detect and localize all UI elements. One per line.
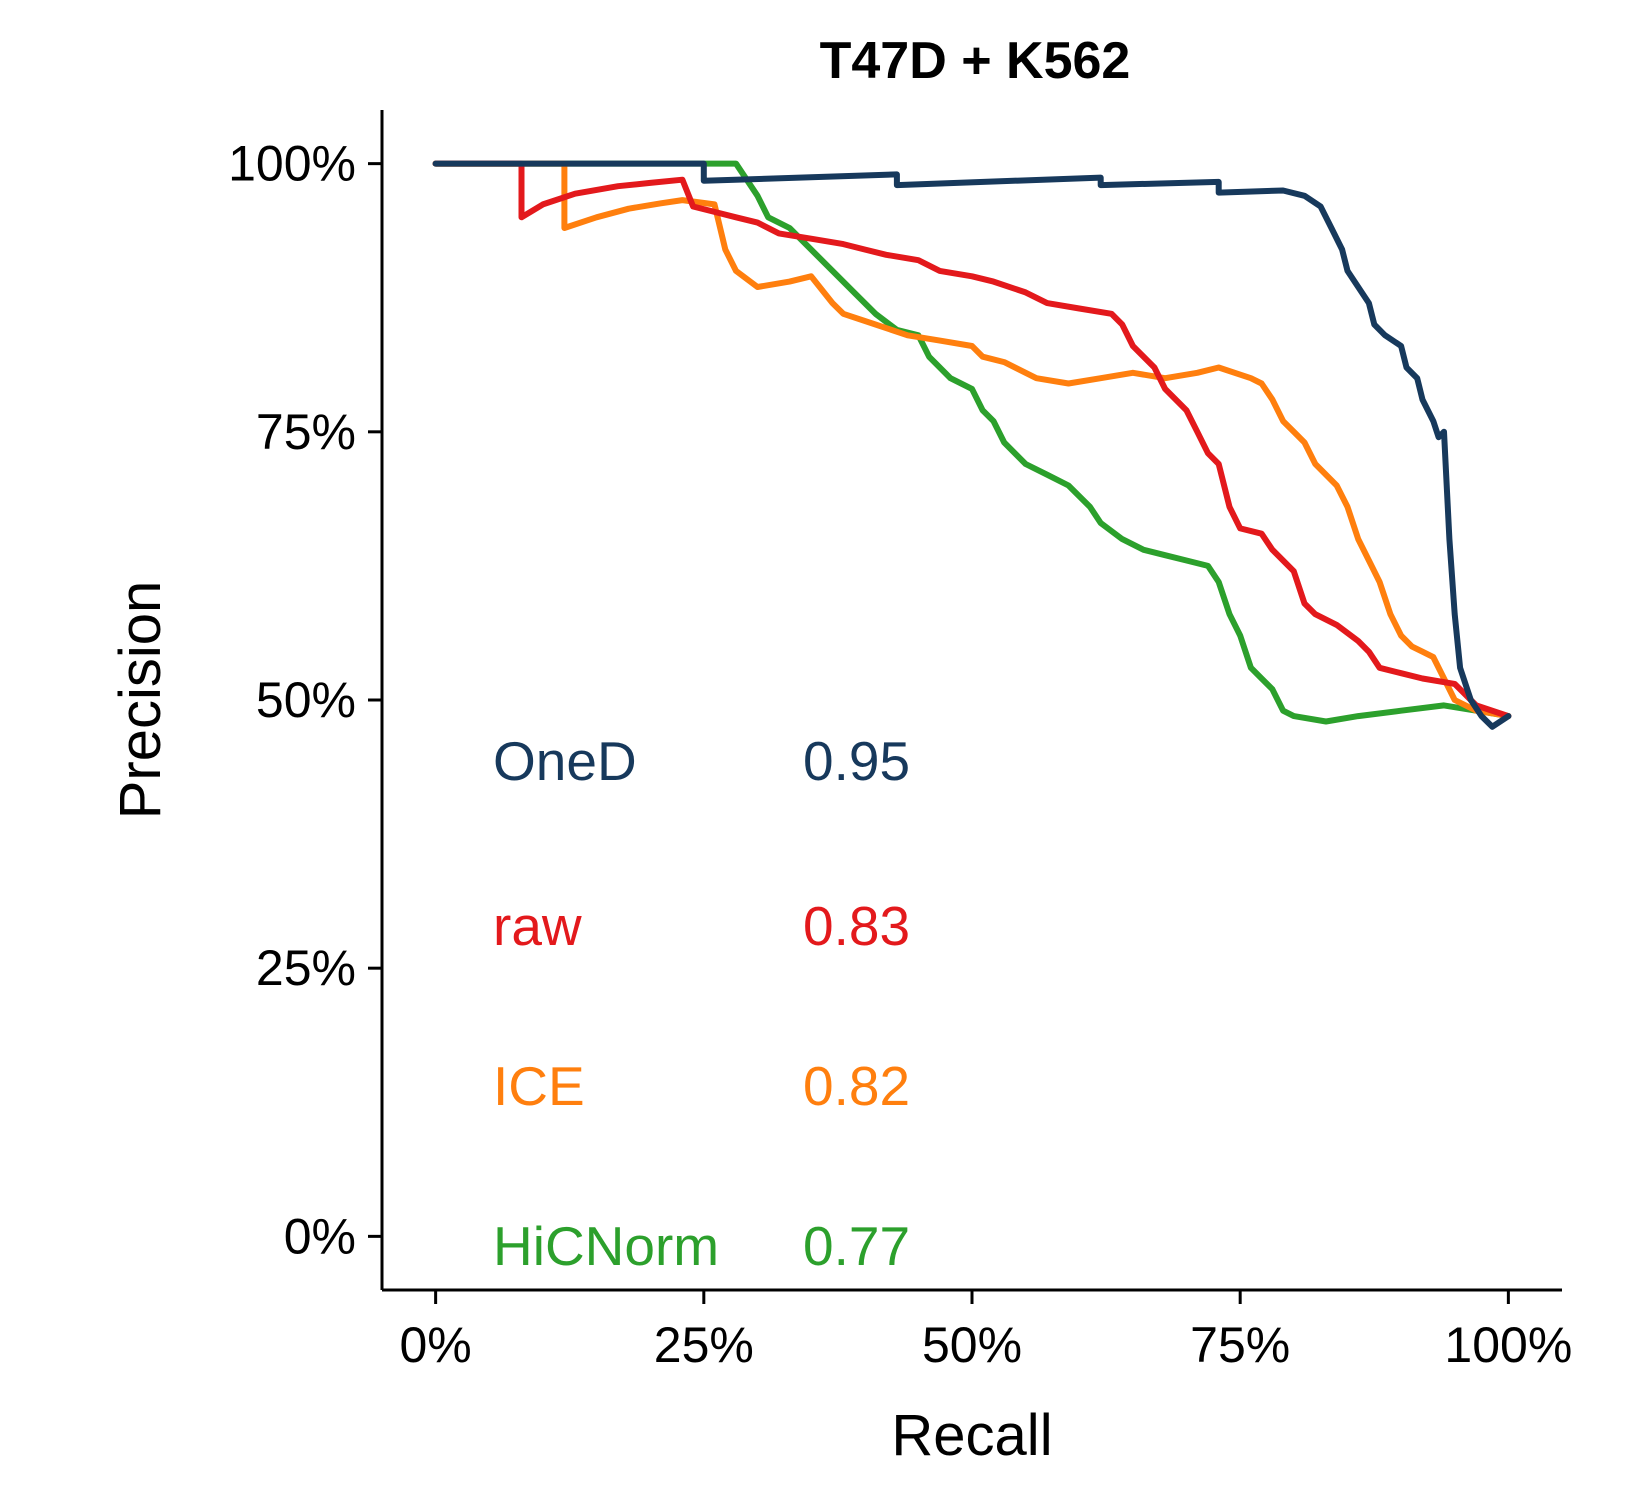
annotation-score: 0.82 xyxy=(803,1055,910,1117)
y-tick-label: 100% xyxy=(228,136,356,192)
series-line-raw xyxy=(432,160,1512,720)
y-axis-title: Precision xyxy=(108,581,173,820)
x-tick-label: 50% xyxy=(922,1317,1022,1373)
x-tick-label: 25% xyxy=(654,1317,754,1373)
annotation-score: 0.95 xyxy=(803,730,910,792)
x-tick-label: 0% xyxy=(400,1317,472,1373)
annotation-name: raw xyxy=(493,895,582,957)
y-axis-ticks: 0% 25% 50% 75% 100% xyxy=(228,136,382,1264)
x-tick-label: 75% xyxy=(1190,1317,1290,1373)
series-line-hicnorm xyxy=(432,160,1512,725)
annotation-name: ICE xyxy=(493,1055,585,1117)
series-line-ice xyxy=(432,160,1512,720)
annotation-name: HiCNorm xyxy=(493,1215,719,1277)
chart-title: T47D + K562 xyxy=(820,32,1131,90)
x-axis-ticks: 0% 25% 50% 75% 100% xyxy=(400,1290,1572,1373)
annotation-score: 0.77 xyxy=(803,1215,910,1277)
x-tick-label: 100% xyxy=(1444,1317,1572,1373)
y-tick-label: 0% xyxy=(284,1208,356,1264)
series-layer xyxy=(432,160,1512,730)
auc-annotations: OneD 0.95 raw 0.83 ICE 0.82 HiCNorm 0.77 xyxy=(493,730,910,1277)
y-tick-label: 25% xyxy=(256,940,356,996)
series-line-oned xyxy=(432,160,1512,730)
y-tick-label: 50% xyxy=(256,672,356,728)
y-tick-label: 75% xyxy=(256,404,356,460)
x-axis-title: Recall xyxy=(891,1403,1052,1468)
annotation-name: OneD xyxy=(493,730,637,792)
annotation-score: 0.83 xyxy=(803,895,910,957)
